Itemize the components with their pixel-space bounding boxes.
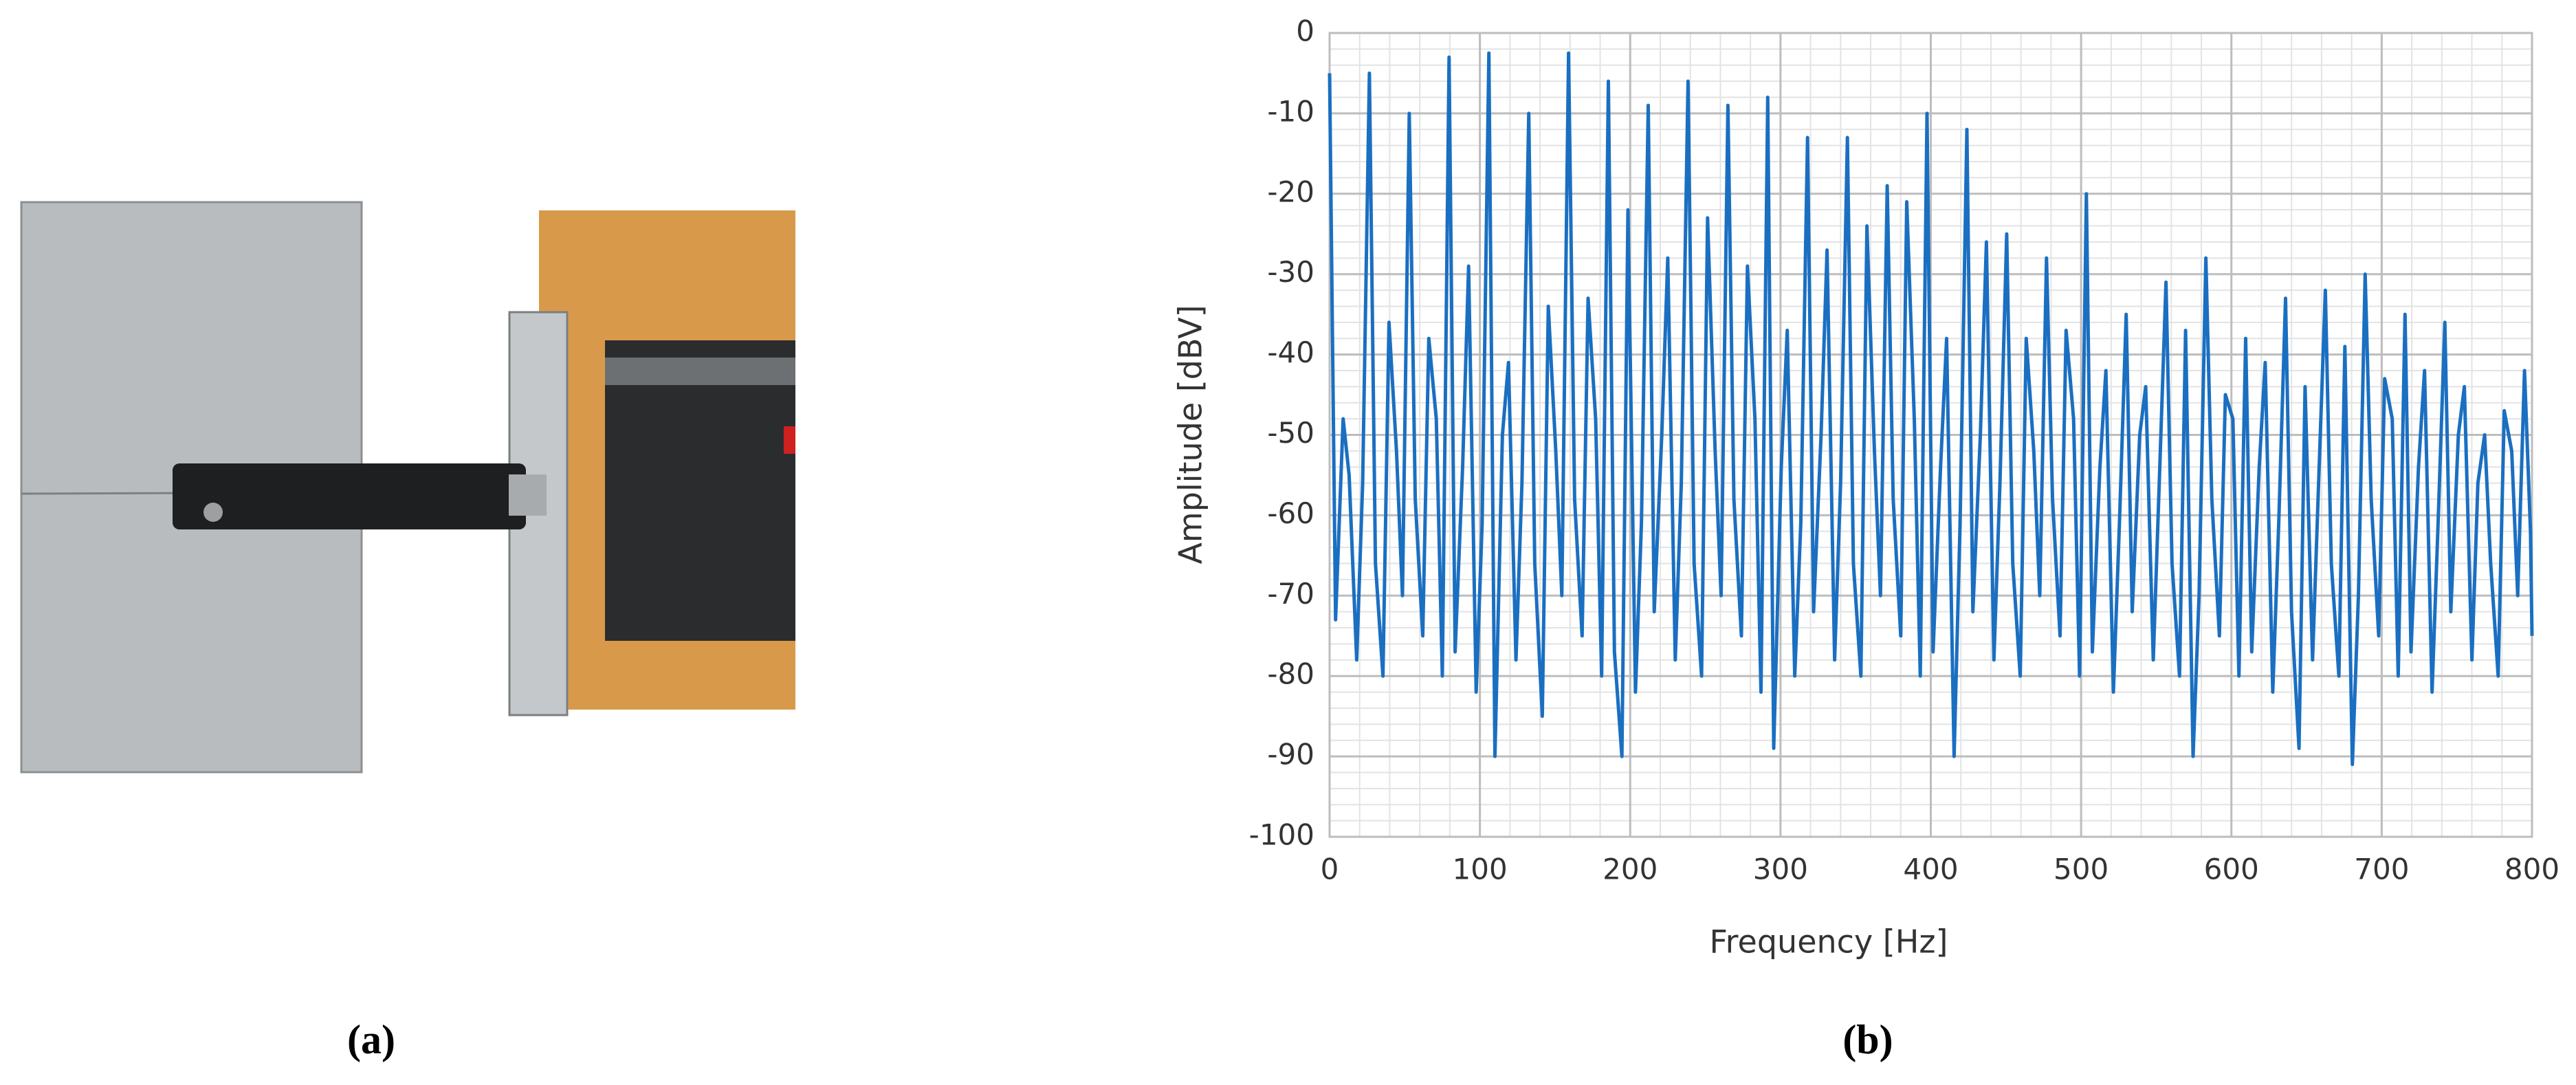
chart: Frequency [Hz] Amplitude [dBV] 0 100 200 30… [1172, 14, 2560, 961]
x-axis-label: Frequency [Hz] [1710, 923, 1948, 961]
x-tick-label: 400 [1903, 853, 1958, 886]
y-tick-label: 0 [1296, 14, 1314, 48]
caption: (a) [347, 1017, 395, 1062]
x-tick-label: 700 [2354, 853, 2409, 886]
x-tick-label: 100 [1453, 853, 1508, 886]
y-tick-label: -40 [1267, 336, 1314, 369]
red-tag [784, 426, 795, 454]
y-tick-label: -60 [1267, 496, 1314, 530]
y-axis-label: Amplitude [dBV] [1172, 305, 1209, 564]
y-tick-label: -30 [1267, 255, 1314, 289]
x-tick-label: 600 [2204, 853, 2259, 886]
cylinder [605, 340, 795, 641]
x-tick-label: 300 [1753, 853, 1808, 886]
y-tick-label: -70 [1267, 577, 1314, 611]
y-tick-label: -10 [1267, 94, 1314, 128]
y-tick-label: -20 [1267, 175, 1314, 208]
rod [173, 463, 526, 529]
coupling [509, 474, 547, 516]
y-tick-label: -90 [1267, 738, 1314, 771]
y-tick-label: -100 [1249, 818, 1314, 852]
x-tick-label: 800 [2505, 853, 2560, 886]
x-tick-label: 0 [1321, 853, 1339, 886]
cylinder-highlight [605, 358, 795, 385]
photo [20, 201, 795, 774]
x-tick-label: 500 [2054, 853, 2109, 886]
caption: (b) [1842, 1017, 1893, 1062]
x-tick-label: 200 [1603, 853, 1658, 886]
y-tick-label: -80 [1267, 657, 1314, 691]
y-tick-label: -50 [1267, 416, 1314, 450]
screw [203, 503, 223, 522]
plot-frame [1328, 32, 2533, 838]
spectrum-line [1328, 51, 2534, 767]
